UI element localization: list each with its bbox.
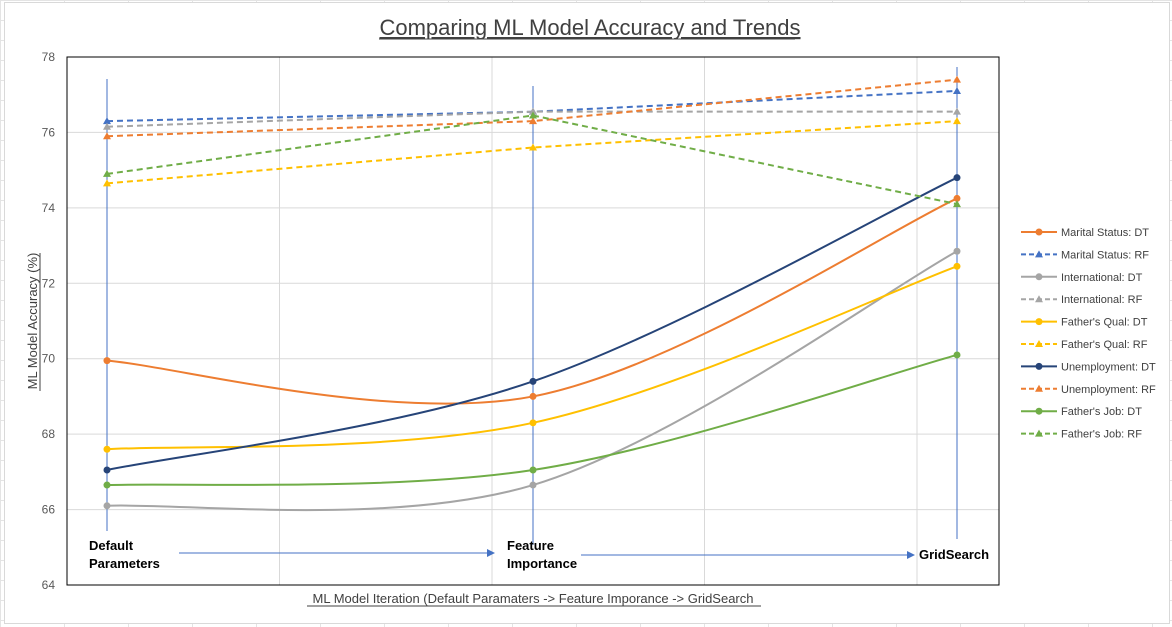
data-point-father-s-job-dt[interactable]	[953, 351, 961, 359]
legend-entry-international-dt[interactable]: International: DT	[1061, 272, 1143, 284]
legend-marker	[1035, 340, 1043, 347]
legend-entry-marital-status-dt[interactable]: Marital Status: DT	[1061, 227, 1149, 239]
series-line-marital-status-dt	[106, 197, 958, 405]
annotation-label: Parameters	[89, 556, 160, 571]
legend-entry-unemployment-rf[interactable]: Unemployment: RF	[1061, 384, 1156, 396]
series-line-father-s-qual-rf	[106, 120, 958, 185]
legend-marker	[1035, 407, 1043, 415]
legend-marker	[1035, 384, 1043, 392]
data-point-father-s-qual-dt[interactable]	[103, 445, 111, 453]
data-point-international-rf[interactable]	[103, 122, 111, 130]
arrow-head	[907, 551, 915, 559]
y-tick-label: 78	[42, 50, 56, 64]
legend-marker	[1035, 429, 1043, 437]
data-point-father-s-qual-rf[interactable]	[103, 179, 111, 187]
plot-border	[66, 56, 1000, 586]
y-tick-label: 68	[42, 427, 56, 441]
legend-entry-unemployment-dt[interactable]: Unemployment: DT	[1061, 361, 1156, 373]
arrow-head	[487, 549, 495, 557]
data-point-father-s-job-rf[interactable]	[953, 200, 961, 208]
legend-marker	[1035, 228, 1043, 236]
data-point-unemployment-rf[interactable]	[529, 117, 537, 125]
y-axis-title: ML Model Accuracy (%)	[25, 253, 40, 390]
data-point-father-s-qual-dt[interactable]	[953, 262, 961, 270]
data-point-unemployment-dt[interactable]	[103, 466, 111, 474]
series-line-marital-status-rf	[106, 89, 958, 123]
data-point-unemployment-dt[interactable]	[529, 377, 537, 385]
data-point-unemployment-rf[interactable]	[953, 75, 961, 83]
chart-area[interactable]: 64 66 68 70 72 74 76 78 Comparing ML Model Accur…	[4, 2, 1170, 624]
legend-marker	[1035, 362, 1043, 370]
series-line-father-s-job-rf	[106, 114, 958, 206]
annotation-label: Default	[89, 538, 134, 553]
data-point-marital-status-rf[interactable]	[103, 117, 111, 125]
data-point-father-s-qual-dt[interactable]	[529, 419, 537, 427]
data-point-marital-status-dt[interactable]	[103, 357, 111, 365]
y-tick-label: 76	[42, 125, 56, 139]
y-tick-label: 74	[42, 201, 56, 215]
data-point-father-s-job-rf[interactable]	[529, 111, 537, 119]
line-chart: 64 66 68 70 72 74 76 78 Comparing ML Model Accur…	[25, 15, 1156, 607]
data-point-marital-status-dt[interactable]	[529, 392, 537, 400]
series-line-international-rf	[106, 110, 957, 128]
data-point-unemployment-dt[interactable]	[953, 174, 961, 182]
legend-marker	[1035, 295, 1043, 303]
data-point-father-s-job-dt[interactable]	[103, 481, 111, 489]
data-point-unemployment-rf[interactable]	[103, 132, 111, 140]
annotation-label: GridSearch	[919, 547, 989, 562]
legend-entry-marital-status-rf[interactable]: Marital Status: RF	[1061, 249, 1149, 261]
data-point-international-dt[interactable]	[103, 502, 111, 510]
data-point-father-s-job-dt[interactable]	[529, 466, 537, 474]
data-point-marital-status-rf[interactable]	[953, 86, 961, 94]
data-point-father-s-job-rf[interactable]	[103, 169, 111, 177]
data-point-international-rf[interactable]	[953, 107, 961, 115]
legend-marker	[1035, 318, 1043, 326]
legend-entry-international-rf[interactable]: International: RF	[1061, 294, 1143, 306]
legend-entry-father-s-job-dt[interactable]: Father's Job: DT	[1061, 406, 1142, 418]
legend-entry-father-s-qual-dt[interactable]: Father's Qual: DT	[1061, 317, 1148, 329]
y-tick-label: 72	[42, 276, 56, 290]
legend-marker	[1035, 250, 1043, 258]
legend-entry-father-s-job-rf[interactable]: Father's Job: RF	[1061, 429, 1142, 441]
legend-entry-father-s-qual-rf[interactable]: Father's Qual: RF	[1061, 339, 1148, 351]
data-point-marital-status-dt[interactable]	[953, 194, 961, 202]
data-point-father-s-qual-rf[interactable]	[529, 143, 537, 151]
x-axis-title: ML Model Iteration (Default Paramaters -…	[313, 591, 754, 606]
data-point-international-dt[interactable]	[529, 481, 537, 489]
data-point-international-rf[interactable]	[529, 107, 537, 115]
annotation-label: Importance	[507, 556, 577, 571]
legend-marker	[1035, 273, 1043, 281]
data-point-international-dt[interactable]	[953, 247, 961, 255]
data-point-father-s-qual-rf[interactable]	[953, 117, 961, 125]
series-line-unemployment-rf	[106, 78, 958, 138]
chart-title: Comparing ML Model Accuracy and Trends	[379, 15, 800, 40]
y-tick-label: 70	[42, 352, 56, 366]
y-tick-label: 66	[42, 503, 56, 517]
annotation-label: Feature	[507, 538, 554, 553]
y-tick-label: 64	[42, 578, 56, 592]
